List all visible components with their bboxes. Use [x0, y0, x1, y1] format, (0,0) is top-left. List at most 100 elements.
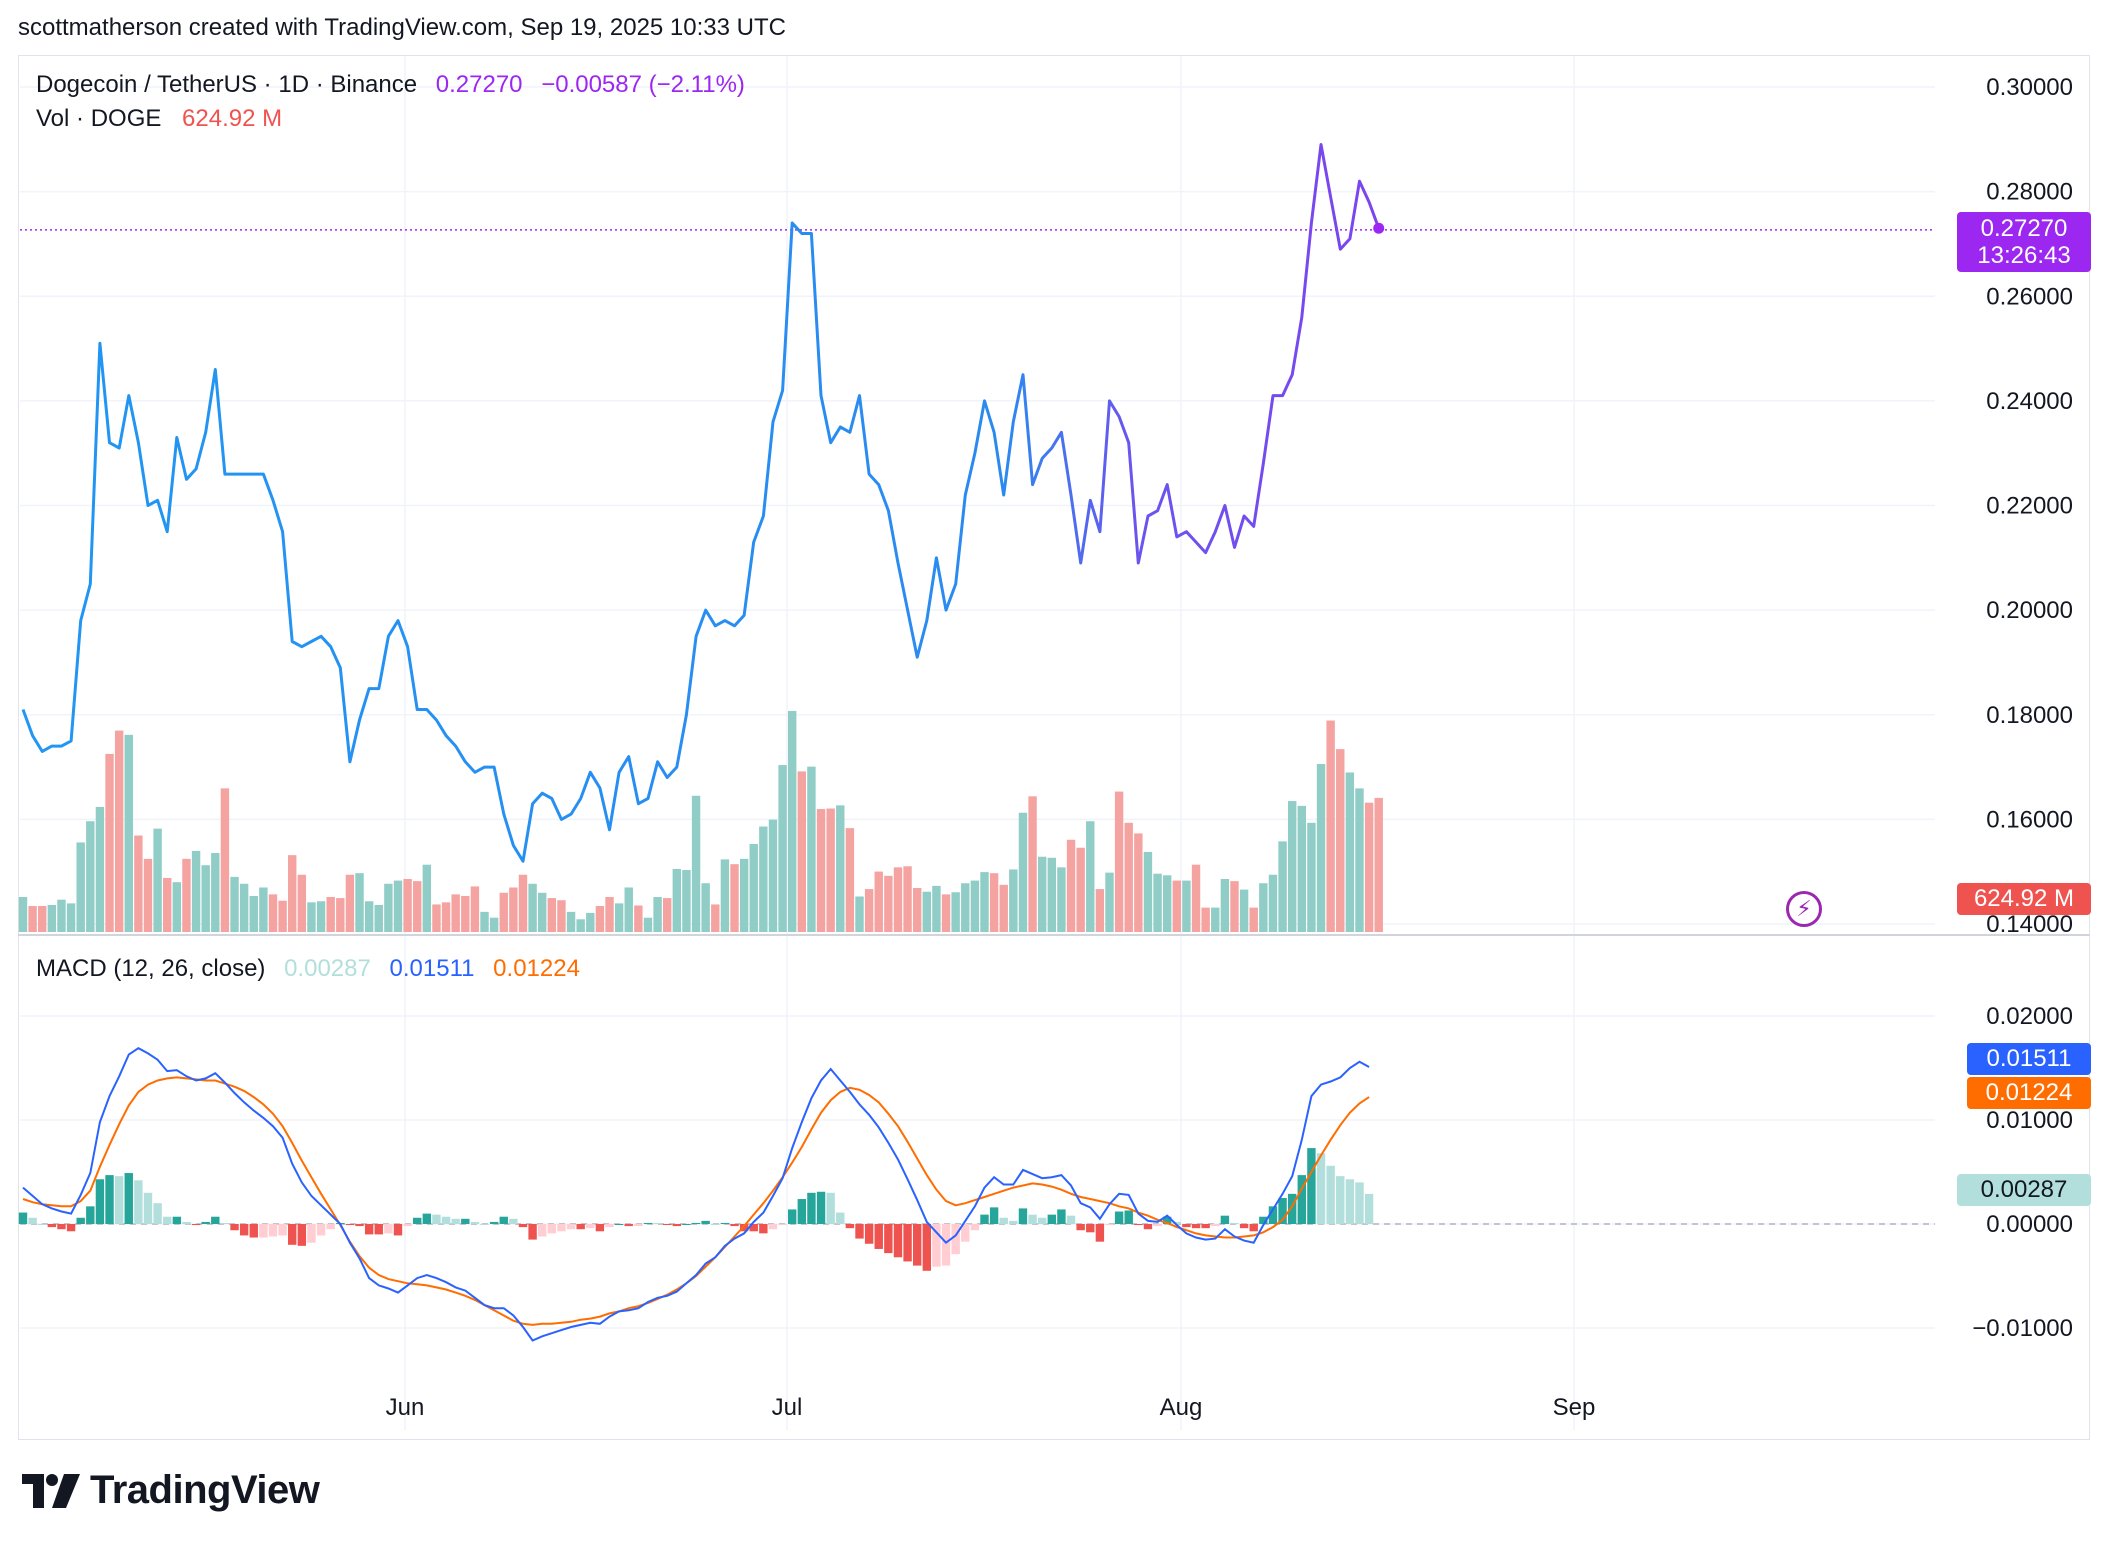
volume-bar: [1143, 851, 1153, 932]
volume-bar: [384, 883, 393, 932]
macd-histogram-bar: [38, 1224, 47, 1225]
volume-bar: [1316, 763, 1326, 932]
macd-histogram-bar: [364, 1224, 374, 1235]
macd-line-value: 0.01511: [389, 955, 475, 982]
lightning-icon[interactable]: ⚡: [1786, 891, 1822, 927]
macd-histogram-bar: [864, 1224, 874, 1244]
macd-axis-tick-label: 0.00000: [1986, 1211, 2073, 1238]
macd-histogram-bar: [605, 1224, 614, 1228]
volume-bar: [143, 858, 153, 932]
macd-histogram-bar: [739, 1224, 749, 1232]
macd-histogram-bar: [1086, 1224, 1095, 1233]
volume-bar: [970, 880, 980, 932]
macd-histogram-bar: [1268, 1206, 1278, 1224]
volume-bar: [759, 826, 768, 932]
macd-histogram-bar: [182, 1221, 191, 1224]
volume-bar: [230, 876, 239, 932]
volume-bar: [307, 902, 316, 932]
macd-histogram-bar: [1047, 1214, 1057, 1224]
volume-bars: [18, 710, 1383, 932]
volume-bar: [86, 821, 95, 932]
macd-label[interactable]: MACD (12, 26, close): [36, 955, 266, 982]
volume-bar: [749, 844, 758, 932]
tradingview-logo-icon: [22, 1473, 80, 1508]
volume-bar: [364, 901, 374, 932]
volume-bar: [1259, 883, 1268, 932]
macd-histogram-bar: [1230, 1222, 1239, 1224]
volume-bar: [1057, 867, 1066, 932]
volume-bar: [730, 864, 739, 932]
volume-bar: [403, 879, 412, 932]
volume-bar: [951, 892, 960, 932]
volume-bar: [788, 710, 797, 932]
symbol-label[interactable]: Dogecoin / TetherUS · 1D · Binance: [36, 71, 418, 98]
time-axis-tick-label: Jun: [386, 1394, 425, 1421]
macd-histogram-bar: [614, 1224, 624, 1225]
macd-histogram-bar: [134, 1180, 143, 1224]
macd-histogram-bar: [499, 1216, 508, 1224]
macd-axis-tick-label: 0.02000: [1986, 1003, 2073, 1030]
macd-histogram-bar: [153, 1203, 162, 1224]
macd-histogram-bar: [1066, 1215, 1076, 1224]
price-value: 0.27270: [435, 71, 523, 98]
volume-bar: [163, 877, 172, 932]
macd-histogram-bar: [557, 1224, 566, 1232]
volume-legend: Vol · DOGE 624.92 M: [36, 105, 286, 133]
volume-bar: [1220, 879, 1230, 932]
volume-bar: [1278, 841, 1287, 932]
macd-histogram-bar: [172, 1216, 182, 1224]
macd-histogram-bar: [422, 1213, 432, 1224]
volume-bar: [912, 888, 922, 932]
macd-hist-value: 0.00287: [284, 955, 371, 982]
price-axis-tick-label: 0.22000: [1986, 493, 2073, 520]
macd-histogram-bar: [1037, 1217, 1047, 1224]
macd-histogram-bar: [682, 1224, 691, 1225]
volume-bar: [807, 766, 816, 932]
volume-bar: [1076, 847, 1085, 932]
countdown-value: 13:26:43: [1977, 242, 2071, 269]
macd-histogram-bar: [538, 1224, 547, 1237]
macd-histogram-bar: [355, 1224, 364, 1227]
volume-bar: [451, 894, 460, 932]
macd-histogram-bar: [1009, 1220, 1018, 1224]
macd-histogram-bar: [268, 1224, 278, 1237]
volume-bar: [1287, 801, 1297, 932]
macd-histogram-bar: [47, 1224, 57, 1228]
macd-histogram-bar: [691, 1222, 701, 1224]
volume-bar: [1191, 864, 1201, 932]
macd-histogram-bar: [1307, 1148, 1316, 1224]
macd-histogram-bar: [1287, 1193, 1297, 1224]
macd-histogram-bar: [297, 1224, 307, 1246]
volume-bar: [922, 891, 932, 932]
macd-histogram-bar: [989, 1207, 999, 1224]
macd-histogram-bar: [1278, 1198, 1287, 1224]
macd-histogram-bar: [1201, 1224, 1210, 1229]
macd-histogram-bar: [759, 1224, 768, 1234]
macd-histogram-bar: [470, 1221, 480, 1224]
macd-histogram-bar: [374, 1224, 383, 1235]
volume-bar: [422, 864, 432, 932]
volume-bar: [643, 917, 653, 932]
volume-bar: [1211, 907, 1220, 932]
volume-bar: [1326, 720, 1335, 932]
macd-histogram-bar: [95, 1179, 105, 1224]
volume-bar: [239, 883, 249, 932]
macd-histogram-bar: [393, 1224, 403, 1236]
macd-histogram-bar: [643, 1222, 653, 1224]
macd-histogram-bar: [220, 1222, 230, 1224]
volume-value: 624.92 M: [182, 105, 283, 132]
volume-label[interactable]: Vol · DOGE: [36, 105, 162, 132]
last-price-dot: [1373, 222, 1385, 234]
macd-histogram-bar: [1124, 1210, 1133, 1224]
volume-bar: [278, 900, 287, 932]
volume-bar: [682, 869, 691, 932]
macd-histogram-bar: [114, 1176, 124, 1224]
tradingview-logo[interactable]: TradingView: [22, 1468, 320, 1513]
macd-histogram-bar: [1364, 1193, 1374, 1224]
volume-bar: [893, 867, 903, 932]
macd-histogram-bar: [903, 1224, 912, 1262]
volume-bar: [326, 897, 335, 932]
volume-bar: [663, 898, 672, 932]
macd-signal-value: 0.01224: [493, 955, 580, 982]
